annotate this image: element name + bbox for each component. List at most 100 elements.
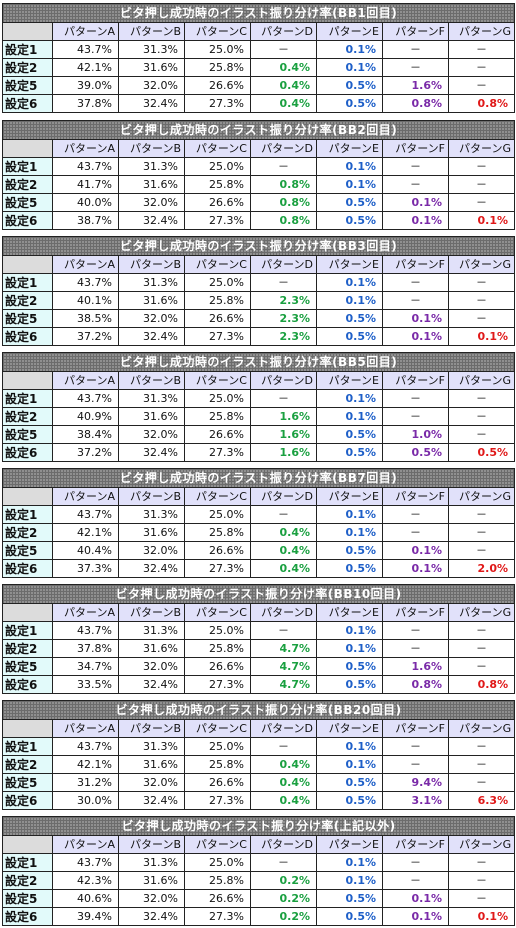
column-header: パターンE — [316, 487, 383, 506]
probability-table-block: ビタ押し成功時のイラスト振り分け率(BB7回目) パターンA パターンB パターンC パ… — [2, 468, 515, 578]
column-header: パターンA — [52, 22, 119, 41]
cell-value: 0.1% — [345, 873, 376, 887]
cell-value: 32.0% — [143, 659, 178, 673]
row-header-setting: 設定2 — [2, 58, 53, 77]
cell-value: － — [476, 855, 488, 869]
cell-value: 0.1% — [411, 311, 442, 325]
cell-value: 0.4% — [279, 525, 310, 539]
table-cell: 0.5% — [382, 443, 449, 462]
cell-value: 0.2% — [279, 873, 310, 887]
table-cell: 0.8% — [382, 675, 449, 694]
table-cell: 0.1% — [316, 871, 383, 890]
cell-value: 30.0% — [77, 793, 112, 807]
cell-value: 0.1% — [345, 855, 376, 869]
header-corner-cell — [2, 719, 53, 738]
cell-value: － — [476, 427, 487, 441]
header-corner-cell — [2, 371, 53, 390]
cell-value: － — [410, 855, 421, 869]
table-cell: 40.1% — [52, 291, 119, 310]
probability-table-block: ビタ押し成功時のイラスト振り分け率(BB2回目) パターンA パターンB パターンC パ… — [2, 120, 515, 230]
table-cell: 25.8% — [184, 58, 251, 77]
table-cell: 0.1% — [316, 755, 383, 774]
table-cell: 0.5% — [316, 76, 383, 95]
cell-value: 25.8% — [209, 757, 244, 771]
cell-value: 26.6% — [209, 195, 244, 209]
table-cell: 25.8% — [184, 291, 251, 310]
table-cell: 27.3% — [184, 211, 251, 230]
column-header: パターンA — [52, 487, 119, 506]
probability-table: ビタ押し成功時のイラスト振り分け率(上記以外) パターンA パターンB パターンC パタ… — [1, 816, 516, 926]
cell-value: 32.0% — [143, 427, 178, 441]
table-cell: － — [382, 291, 449, 310]
cell-value: 1.6% — [411, 78, 442, 92]
row-header-setting: 設定6 — [2, 791, 53, 810]
cell-value: 26.6% — [209, 311, 244, 325]
table-cell: 2.3% — [250, 291, 317, 310]
table-cell: 0.4% — [250, 58, 317, 77]
table-cell: － — [448, 175, 515, 194]
table-title: ビタ押し成功時のイラスト振り分け率(BB1回目) — [2, 3, 515, 23]
table-cell: 25.0% — [184, 389, 251, 408]
cell-value: 1.6% — [279, 409, 310, 423]
cell-value: － — [476, 195, 487, 209]
column-header: パターンG — [448, 22, 515, 41]
cell-value: 37.3% — [77, 561, 112, 575]
cell-value: 0.1% — [345, 293, 376, 307]
cell-value: － — [476, 775, 488, 789]
column-header: パターンF — [382, 603, 449, 622]
table-cell: 0.4% — [250, 755, 317, 774]
table-cell: 0.1% — [382, 193, 449, 212]
table-cell: － — [382, 523, 449, 542]
column-header: パターンC — [184, 139, 251, 158]
cell-value: 40.0% — [77, 195, 112, 209]
cell-value: － — [476, 409, 487, 423]
cell-value: 0.5% — [345, 909, 376, 923]
cell-value: － — [410, 623, 421, 637]
table-row: 設定2 41.7% 31.6% 25.8% 0.8% 0.1% － － — [2, 175, 515, 194]
cell-value: 32.0% — [143, 543, 178, 557]
cell-value: 25.0% — [209, 507, 244, 521]
cell-value: － — [410, 739, 421, 753]
column-header: パターンA — [52, 719, 119, 738]
table-cell: 31.2% — [52, 773, 119, 792]
cell-value: 32.4% — [143, 909, 178, 923]
table-cell: － — [448, 407, 515, 426]
table-cell: 31.3% — [118, 621, 185, 640]
cell-value: 0.5% — [345, 329, 376, 343]
cell-value: 26.6% — [209, 775, 244, 789]
table-cell: 0.1% — [316, 157, 383, 176]
table-cell: － — [382, 853, 449, 872]
table-cell: 31.6% — [118, 639, 185, 658]
cell-value: 32.4% — [143, 677, 178, 691]
cell-value: 31.6% — [143, 525, 178, 539]
cell-value: 25.8% — [209, 873, 244, 887]
table-cell: 40.0% — [52, 193, 119, 212]
cell-value: 0.8% — [279, 177, 310, 191]
table-cell: － — [382, 639, 449, 658]
cell-value: － — [278, 739, 289, 753]
cell-value: 0.1% — [345, 159, 376, 173]
table-cell: 25.0% — [184, 853, 251, 872]
table-cell: 0.5% — [316, 309, 383, 328]
row-header-setting: 設定1 — [2, 273, 53, 292]
cell-value: 0.4% — [279, 78, 310, 92]
table-cell: 42.1% — [52, 755, 119, 774]
table-cell: 32.0% — [118, 657, 185, 676]
cell-value: 2.3% — [279, 311, 310, 325]
cell-value: 31.6% — [143, 757, 178, 771]
table-row: 設定6 37.2% 32.4% 27.3% 2.3% 0.5% 0.1% 0.1% — [2, 327, 515, 346]
table-cell: 43.7% — [52, 273, 119, 292]
table-cell: － — [448, 425, 515, 444]
cell-value: 43.7% — [77, 42, 112, 56]
column-header: パターンE — [316, 255, 383, 274]
table-cell: 41.7% — [52, 175, 119, 194]
table-cell: 0.5% — [316, 443, 383, 462]
probability-table-block: ビタ押し成功時のイラスト振り分け率(BB3回目) パターンA パターンB パターンC パ… — [2, 236, 515, 346]
table-cell: － — [250, 273, 317, 292]
header-corner-cell — [2, 603, 53, 622]
table-cell: 0.8% — [447, 675, 516, 694]
cell-value: 0.1% — [411, 213, 442, 227]
cell-value: － — [476, 78, 487, 92]
table-cell: 31.6% — [118, 755, 185, 774]
cell-value: － — [410, 391, 421, 405]
